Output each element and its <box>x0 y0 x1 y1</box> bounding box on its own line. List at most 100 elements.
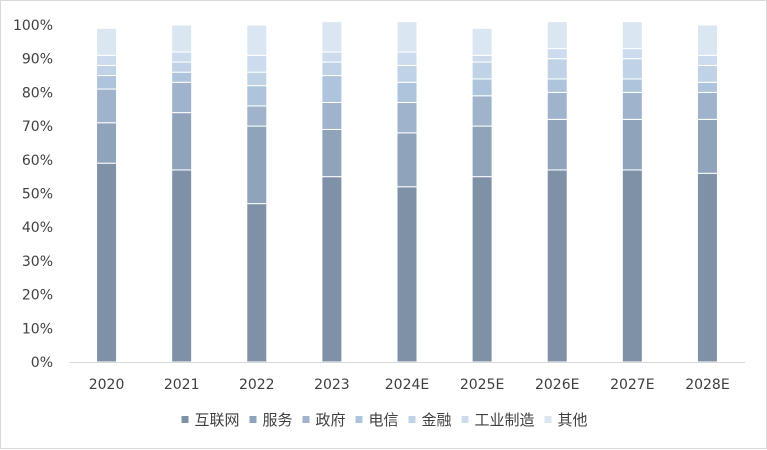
bar-segment-2026E-s2 <box>546 91 568 120</box>
bar-segment-2023-s1 <box>321 128 343 178</box>
legend-label: 金融 <box>422 411 452 429</box>
bar-segment-2024E-s2 <box>396 102 418 134</box>
bar-segment-2020-s3 <box>96 75 118 90</box>
x-tick-label: 2025E <box>460 377 504 393</box>
bar-segment-2026E-s1 <box>546 118 568 171</box>
bar-segment-2026E-s3 <box>546 78 568 93</box>
bar-segment-2021-s5 <box>171 51 193 63</box>
bar-segment-2023-s2 <box>321 102 343 130</box>
bar-segment-2024E-s0 <box>396 186 418 363</box>
bar-segment-2025E-s5 <box>471 54 493 63</box>
y-tick-label: 40% <box>22 220 53 236</box>
bar-segment-2022-s4 <box>246 71 268 87</box>
legend-item: 互联网 <box>181 411 240 429</box>
y-tick-label: 100% <box>13 18 53 34</box>
bar-segment-2027E-s0 <box>621 169 643 363</box>
bar-segment-2022-s2 <box>246 105 268 127</box>
bar-segment-2027E-s4 <box>621 58 643 80</box>
y-tick-label: 50% <box>22 187 53 203</box>
legend-label: 电信 <box>369 411 399 429</box>
bar-segment-2023-s5 <box>321 51 343 63</box>
bar-segment-2025E-s4 <box>471 61 493 80</box>
y-tick-label: 30% <box>22 254 53 270</box>
x-tick-label: 2020 <box>89 377 125 393</box>
bar-segment-2020-s4 <box>96 64 118 77</box>
bar-segment-2023-s6 <box>321 21 343 53</box>
legend-item: 服务 <box>249 411 293 429</box>
x-axis-tick-labels: 2020 2021 2022 2023 2024E 2025E 2026E 2027E 2028… <box>89 377 730 393</box>
x-tick-label: 2021 <box>164 377 200 393</box>
legend-item: 电信 <box>355 411 399 429</box>
bar-segment-2021-s4 <box>171 61 193 73</box>
legend-label: 互联网 <box>195 411 240 429</box>
bar-segment-2026E-s0 <box>546 169 568 363</box>
x-tick-label: 2023 <box>314 377 350 393</box>
bar-segment-2027E-s2 <box>621 91 643 120</box>
bar-segment-2023-s0 <box>321 176 343 363</box>
legend-label: 政府 <box>316 411 346 429</box>
bar-segment-2020-s5 <box>96 54 118 66</box>
legend-label: 服务 <box>263 411 293 429</box>
legend-item: 其他 <box>544 411 588 429</box>
bar-segment-2025E-s3 <box>471 78 493 97</box>
bar-segment-2022-s3 <box>246 85 268 107</box>
x-tick-label: 2024E <box>385 377 429 393</box>
y-tick-label: 90% <box>22 52 53 68</box>
bar-segment-2021-s6 <box>171 24 193 53</box>
bar-segment-2021-s0 <box>171 169 193 363</box>
bar-segment-2027E-s3 <box>621 78 643 93</box>
legend-item: 工业制造 <box>461 411 535 429</box>
legend-swatch <box>408 416 416 423</box>
bar-segment-2024E-s4 <box>396 64 418 83</box>
bar-segment-2026E-s6 <box>546 21 568 50</box>
y-tick-label: 0% <box>31 355 53 371</box>
y-tick-label: 80% <box>22 85 53 101</box>
legend: 互联网 服务 政府 电信 金融 工业制造 其他 <box>181 411 588 429</box>
bar-segment-2026E-s4 <box>546 58 568 80</box>
bar-segment-2025E-s6 <box>471 27 493 56</box>
bar-segment-2028E-s6 <box>696 24 718 56</box>
bar-segment-2021-s1 <box>171 112 193 171</box>
bar-segment-2020-s6 <box>96 27 118 56</box>
y-axis-tick-labels: 0% 10% 20% 30% 40% 50% 60% 70% 80% 90% 100% <box>13 18 53 371</box>
bar-segment-2023-s3 <box>321 75 343 104</box>
legend-swatch <box>544 416 552 423</box>
bar-segment-2028E-s3 <box>696 81 718 93</box>
bars <box>96 21 718 363</box>
x-tick-label: 2028E <box>685 377 729 393</box>
legend-swatch <box>249 416 257 423</box>
y-tick-label: 60% <box>22 153 53 169</box>
bar-segment-2023-s4 <box>321 61 343 77</box>
bar-segment-2024E-s5 <box>396 51 418 66</box>
x-tick-label: 2026E <box>535 377 579 393</box>
bar-segment-2024E-s1 <box>396 132 418 188</box>
bar-segment-2025E-s2 <box>471 95 493 127</box>
bar-segment-2024E-s6 <box>396 21 418 53</box>
bar-segment-2025E-s1 <box>471 125 493 178</box>
legend-item: 政府 <box>302 411 346 429</box>
bar-segment-2028E-s1 <box>696 118 718 174</box>
bar-segment-2022-s5 <box>246 54 268 73</box>
bar-segment-2027E-s6 <box>621 21 643 50</box>
y-tick-label: 70% <box>22 119 53 135</box>
bar-segment-2028E-s5 <box>696 54 718 66</box>
bar-segment-2027E-s1 <box>621 118 643 171</box>
bar-segment-2026E-s5 <box>546 48 568 60</box>
y-tick-label: 10% <box>22 321 53 337</box>
bar-segment-2020-s2 <box>96 88 118 124</box>
bar-segment-2028E-s0 <box>696 172 718 363</box>
legend-swatch <box>461 416 469 423</box>
bar-segment-2025E-s0 <box>471 176 493 363</box>
bar-segment-2024E-s3 <box>396 81 418 104</box>
bar-segment-2021-s2 <box>171 81 193 114</box>
bar-segment-2027E-s5 <box>621 48 643 60</box>
bar-segment-2028E-s2 <box>696 91 718 120</box>
legend-swatch <box>355 416 363 423</box>
legend-item: 金融 <box>408 411 452 429</box>
bar-segment-2028E-s4 <box>696 64 718 83</box>
bar-segment-2022-s6 <box>246 24 268 56</box>
bar-segment-2020-s1 <box>96 122 118 164</box>
bar-segment-2021-s3 <box>171 71 193 83</box>
